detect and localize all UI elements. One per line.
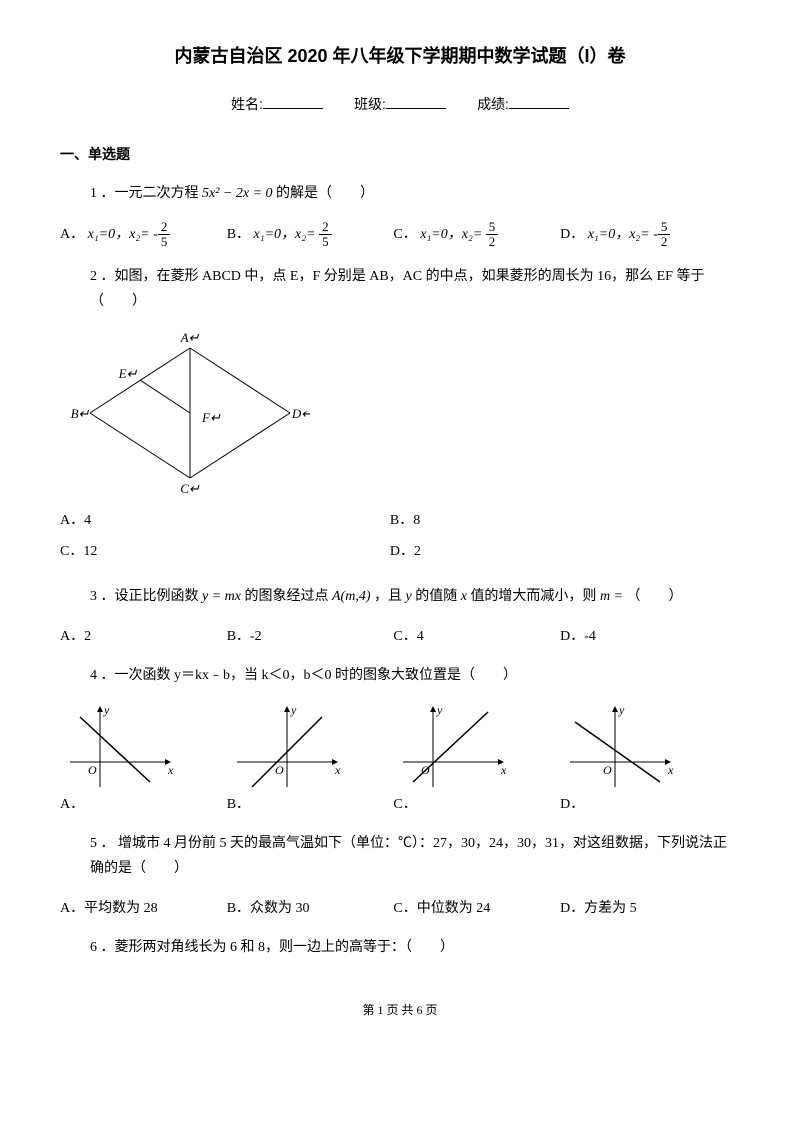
- q5-D: D．方差为 5: [560, 896, 723, 921]
- question-6: 6 ．菱形两对角线长为 6 和 8，则一边上的高等于：（ ）: [90, 935, 740, 960]
- q1-prefix: 1 ．一元二次方程: [90, 186, 199, 201]
- q3-p2: 的图象经过点: [245, 589, 329, 604]
- q1-C-lead: x₁=0，x₂=: [420, 227, 486, 242]
- svg-text:x: x: [667, 763, 674, 777]
- svg-text:x: x: [167, 763, 174, 777]
- svg-text:O: O: [603, 763, 612, 777]
- info-line: 姓名: 班级: 成绩:: [60, 92, 740, 117]
- q4-C-label: C．: [393, 797, 416, 812]
- svg-text:F↵: F↵: [201, 410, 221, 425]
- q1-options: A． x₁=0，x₂= -25 B． x₁=0，x₂= 25 C． x₁=0，x…: [60, 220, 740, 250]
- svg-text:y: y: [290, 703, 297, 717]
- svg-text:D↵: D↵: [291, 406, 310, 421]
- q1-D-lead: x₁=0，x₂= -: [588, 227, 658, 242]
- q4-A-graph: y x O A．: [60, 702, 223, 817]
- q1-B-lead: x₁=0，x₂=: [254, 227, 320, 242]
- q5-B: B．众数为 30: [227, 896, 390, 921]
- q4-A-label: A．: [60, 797, 84, 812]
- name-label: 姓名:: [231, 96, 263, 112]
- score-label: 成绩:: [477, 96, 509, 112]
- svg-text:x: x: [500, 763, 507, 777]
- q3-p5: 值的增大而减小，则: [470, 589, 596, 604]
- svg-text:C↵: C↵: [180, 481, 200, 496]
- q3-eq2: A(m,4): [332, 589, 371, 604]
- q2-D: D．2: [390, 539, 716, 564]
- q3-D: D．-4: [560, 624, 723, 649]
- q1-eq: 5x² − 2x = 0: [202, 186, 273, 201]
- q1-A-frac: 25: [158, 220, 171, 250]
- q4-options: y x O A． y x O B． y x O C．: [60, 702, 740, 817]
- svg-text:x: x: [334, 763, 341, 777]
- svg-text:y: y: [436, 703, 443, 717]
- q3-y: y: [406, 589, 412, 604]
- q4-D-label: D．: [560, 797, 584, 812]
- question-2: 2 ．如图，在菱形 ABCD 中，点 E，F 分别是 AB，AC 的中点，如果菱…: [90, 264, 740, 314]
- q3-eq1: y = mx: [202, 589, 241, 604]
- q1-A-label: A．: [60, 227, 84, 242]
- q3-C: C．4: [393, 624, 556, 649]
- question-3: 3 ．设正比例函数 y = mx 的图象经过点 A(m,4) ，且 y 的值随 …: [90, 584, 740, 609]
- q1-D-frac: 52: [658, 220, 671, 250]
- q5-A: A．平均数为 28: [60, 896, 223, 921]
- svg-text:O: O: [275, 763, 284, 777]
- svg-text:y: y: [103, 703, 110, 717]
- class-blank: [386, 94, 446, 109]
- q2-options: A．4 B．8 C．12 D．2: [60, 508, 740, 570]
- question-1: 1 ．一元二次方程 5x² − 2x = 0 的解是（ ）: [90, 181, 740, 206]
- q3-eq3: m =: [600, 589, 623, 604]
- q3-options: A．2 B．-2 C．4 D．-4: [60, 623, 740, 648]
- page-footer: 第 1 页 共 6 页: [60, 1000, 740, 1022]
- q3-p6: （ ）: [627, 589, 683, 604]
- score-blank: [509, 94, 569, 109]
- svg-text:B↵: B↵: [71, 406, 90, 421]
- q3-A: A．2: [60, 624, 223, 649]
- q1-B-label: B．: [227, 227, 250, 242]
- q3-x: x: [461, 589, 467, 604]
- q3-p4: 的值随: [415, 589, 457, 604]
- q1-B-frac: 25: [319, 220, 332, 250]
- q1-C-label: C．: [393, 227, 416, 242]
- q1-A-lead: x₁=0，x₂= -: [88, 227, 158, 242]
- q4-D-graph: y x O D．: [560, 702, 723, 817]
- q2-figure: A↵ B↵ C↵ D↵ E↵ F↵: [70, 328, 740, 498]
- page-title: 内蒙古自治区 2020 年八年级下学期期中数学试题（I）卷: [60, 40, 740, 72]
- rhombus-diagram: A↵ B↵ C↵ D↵ E↵ F↵: [70, 328, 310, 498]
- svg-text:E↵: E↵: [118, 366, 138, 381]
- section-header-1: 一、单选题: [60, 142, 740, 167]
- q2-C: C．12: [60, 539, 386, 564]
- svg-text:O: O: [88, 763, 97, 777]
- q1-D-label: D．: [560, 227, 584, 242]
- q4-B-label: B．: [227, 797, 250, 812]
- q4-C-graph: y x O C．: [393, 702, 556, 817]
- question-5: 5 ． 增城市 4 月份前 5 天的最高气温如下（单位：℃）：27，30，24，…: [90, 831, 740, 881]
- question-4: 4 ．一次函数 y＝kx﹣b，当 k＜0，b＜0 时的图象大致位置是（ ）: [90, 663, 740, 688]
- q3-p1: 3 ．设正比例函数: [90, 589, 199, 604]
- class-label: 班级:: [354, 96, 386, 112]
- q1-suffix: 的解是（ ）: [276, 186, 374, 201]
- svg-text:y: y: [618, 703, 625, 717]
- svg-text:A↵: A↵: [180, 330, 200, 345]
- q4-B-graph: y x O B．: [227, 702, 390, 817]
- q2-A: A．4: [60, 508, 386, 533]
- q1-C-frac: 52: [486, 220, 499, 250]
- name-blank: [263, 94, 323, 109]
- svg-text:O: O: [421, 763, 430, 777]
- q5-C: C．中位数为 24: [393, 896, 556, 921]
- q5-options: A．平均数为 28 B．众数为 30 C．中位数为 24 D．方差为 5: [60, 896, 740, 921]
- q3-B: B．-2: [227, 624, 390, 649]
- q3-p3: ，且: [374, 589, 402, 604]
- q2-B: B．8: [390, 508, 716, 533]
